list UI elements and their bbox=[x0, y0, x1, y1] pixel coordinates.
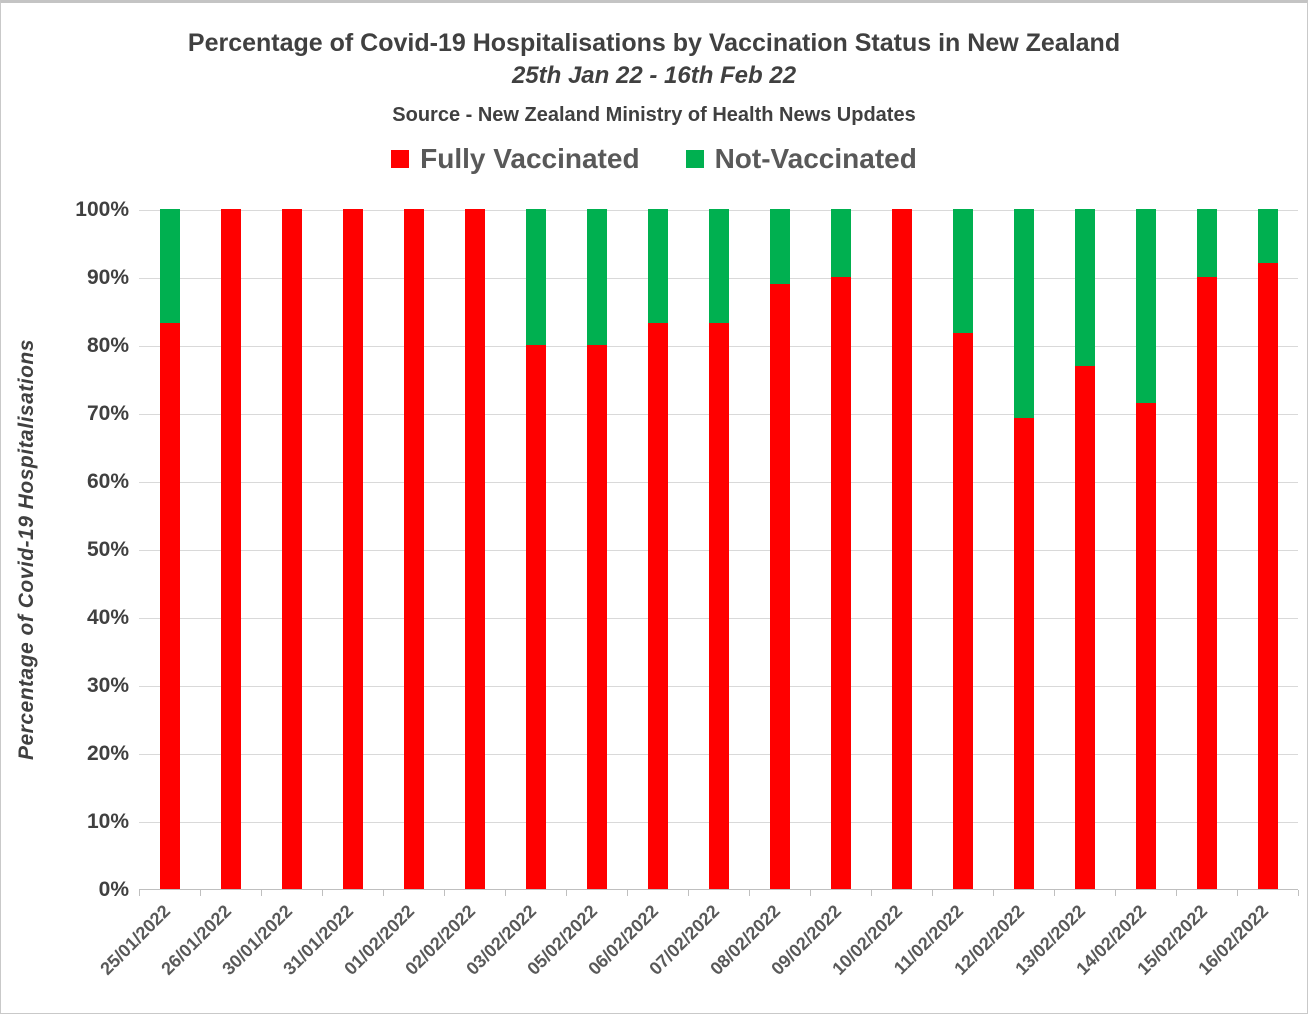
x-tick-mark-13 bbox=[932, 890, 933, 896]
bar-segment-fully-vaccinated bbox=[1257, 263, 1278, 889]
bar-segment-fully-vaccinated bbox=[891, 209, 912, 889]
chart-source: Source - New Zealand Ministry of Health … bbox=[392, 104, 916, 126]
bar-05/02/2022 bbox=[586, 209, 607, 889]
bar-07/02/2022 bbox=[708, 209, 729, 889]
bar-segment-fully-vaccinated bbox=[1135, 403, 1156, 889]
x-tick-mark-8 bbox=[627, 890, 628, 896]
y-tick-label-50: 50% bbox=[86, 538, 129, 561]
bar-02/02/2022 bbox=[464, 209, 485, 889]
plot-area bbox=[139, 209, 1298, 890]
x-tick-mark-5 bbox=[444, 890, 445, 896]
x-tick-mark-18 bbox=[1237, 890, 1238, 896]
bar-segment-fully-vaccinated bbox=[403, 209, 424, 889]
chart-subtitle: 25th Jan 22 - 16th Feb 22 bbox=[511, 62, 797, 89]
bar-segment-not-vaccinated bbox=[708, 209, 729, 323]
bar-12/02/2022 bbox=[1013, 209, 1034, 889]
x-tick-mark-12 bbox=[871, 890, 872, 896]
bar-segment-not-vaccinated bbox=[525, 209, 546, 345]
x-tick-mark-7 bbox=[566, 890, 567, 896]
x-tick-mark-17 bbox=[1176, 890, 1177, 896]
y-tick-label-20: 20% bbox=[86, 742, 129, 765]
x-tick-mark-4 bbox=[383, 890, 384, 896]
y-tick-label-100: 100% bbox=[75, 198, 129, 221]
bar-segment-not-vaccinated bbox=[1257, 209, 1278, 264]
chart-title: Percentage of Covid-19 Hospitalisations … bbox=[187, 29, 1121, 57]
y-tick-label-80: 80% bbox=[86, 334, 129, 357]
bar-01/02/2022 bbox=[403, 209, 424, 889]
y-tick-label-30: 30% bbox=[86, 674, 129, 697]
bar-10/02/2022 bbox=[891, 209, 912, 889]
bar-13/02/2022 bbox=[1074, 209, 1095, 889]
bar-segment-fully-vaccinated bbox=[342, 209, 363, 889]
bar-25/01/2022 bbox=[159, 209, 180, 889]
legend: Fully Vaccinated Not-Vaccinated bbox=[1, 140, 1307, 178]
legend-item-not-vaccinated: Not-Vaccinated bbox=[685, 143, 917, 175]
bar-segment-fully-vaccinated bbox=[952, 332, 973, 889]
x-tick-mark-9 bbox=[688, 890, 689, 896]
bar-segment-fully-vaccinated bbox=[830, 277, 851, 889]
bar-segment-fully-vaccinated bbox=[647, 322, 668, 889]
bar-03/02/2022 bbox=[525, 209, 546, 889]
bar-segment-fully-vaccinated bbox=[525, 345, 546, 889]
bar-14/02/2022 bbox=[1135, 209, 1156, 889]
x-tick-mark-6 bbox=[505, 890, 506, 896]
y-tick-label-40: 40% bbox=[86, 606, 129, 629]
legend-label-not-vaccinated: Not-Vaccinated bbox=[714, 143, 917, 174]
legend-swatch-not-vaccinated bbox=[685, 150, 704, 168]
bar-segment-fully-vaccinated bbox=[281, 209, 302, 889]
x-tick-mark-3 bbox=[322, 890, 323, 896]
bar-segment-not-vaccinated bbox=[159, 209, 180, 323]
legend-label-fully-vaccinated: Fully Vaccinated bbox=[420, 143, 640, 174]
bar-segment-not-vaccinated bbox=[1196, 209, 1217, 277]
bar-segment-not-vaccinated bbox=[952, 209, 973, 333]
x-tick-mark-16 bbox=[1115, 890, 1116, 896]
x-tick-mark-0 bbox=[139, 890, 140, 896]
x-tick-mark-14 bbox=[993, 890, 994, 896]
x-tick-mark-10 bbox=[749, 890, 750, 896]
bar-segment-not-vaccinated bbox=[1013, 209, 1034, 419]
bar-31/01/2022 bbox=[342, 209, 363, 889]
bar-segment-fully-vaccinated bbox=[220, 209, 241, 889]
y-tick-label-10: 10% bbox=[86, 810, 129, 833]
y-tick-label-90: 90% bbox=[86, 266, 129, 289]
bar-11/02/2022 bbox=[952, 209, 973, 889]
bar-segment-fully-vaccinated bbox=[708, 322, 729, 889]
x-tick-mark-15 bbox=[1054, 890, 1055, 896]
bar-segment-not-vaccinated bbox=[647, 209, 668, 323]
x-tick-mark-2 bbox=[261, 890, 262, 896]
y-tick-label-60: 60% bbox=[86, 470, 129, 493]
bar-segment-not-vaccinated bbox=[830, 209, 851, 277]
bar-30/01/2022 bbox=[281, 209, 302, 889]
bar-segment-fully-vaccinated bbox=[464, 209, 485, 889]
bar-segment-fully-vaccinated bbox=[1013, 418, 1034, 889]
bar-segment-fully-vaccinated bbox=[586, 345, 607, 889]
bar-segment-fully-vaccinated bbox=[1196, 277, 1217, 889]
bar-segment-not-vaccinated bbox=[1135, 209, 1156, 404]
y-tick-label-70: 70% bbox=[86, 402, 129, 425]
bar-segment-fully-vaccinated bbox=[1074, 366, 1095, 889]
y-tick-label-0: 0% bbox=[98, 878, 129, 901]
bar-16/02/2022 bbox=[1257, 209, 1278, 889]
bar-08/02/2022 bbox=[769, 209, 790, 889]
bar-06/02/2022 bbox=[647, 209, 668, 889]
x-tick-mark-1 bbox=[200, 890, 201, 896]
bar-segment-not-vaccinated bbox=[769, 209, 790, 285]
x-tick-mark-19 bbox=[1298, 890, 1299, 896]
y-axis-labels: 0% 10% 20% 30% 40% 50% 60% 70% 80% 90% 100% bbox=[1, 199, 129, 901]
bar-26/01/2022 bbox=[220, 209, 241, 889]
bar-segment-fully-vaccinated bbox=[159, 322, 180, 889]
bar-09/02/2022 bbox=[830, 209, 851, 889]
x-tick-mark-11 bbox=[810, 890, 811, 896]
legend-swatch-fully-vaccinated bbox=[391, 150, 410, 168]
bar-15/02/2022 bbox=[1196, 209, 1217, 889]
bar-segment-not-vaccinated bbox=[1074, 209, 1095, 367]
bar-segment-fully-vaccinated bbox=[769, 284, 790, 889]
bar-segment-not-vaccinated bbox=[586, 209, 607, 345]
legend-item-fully-vaccinated: Fully Vaccinated bbox=[391, 143, 640, 175]
